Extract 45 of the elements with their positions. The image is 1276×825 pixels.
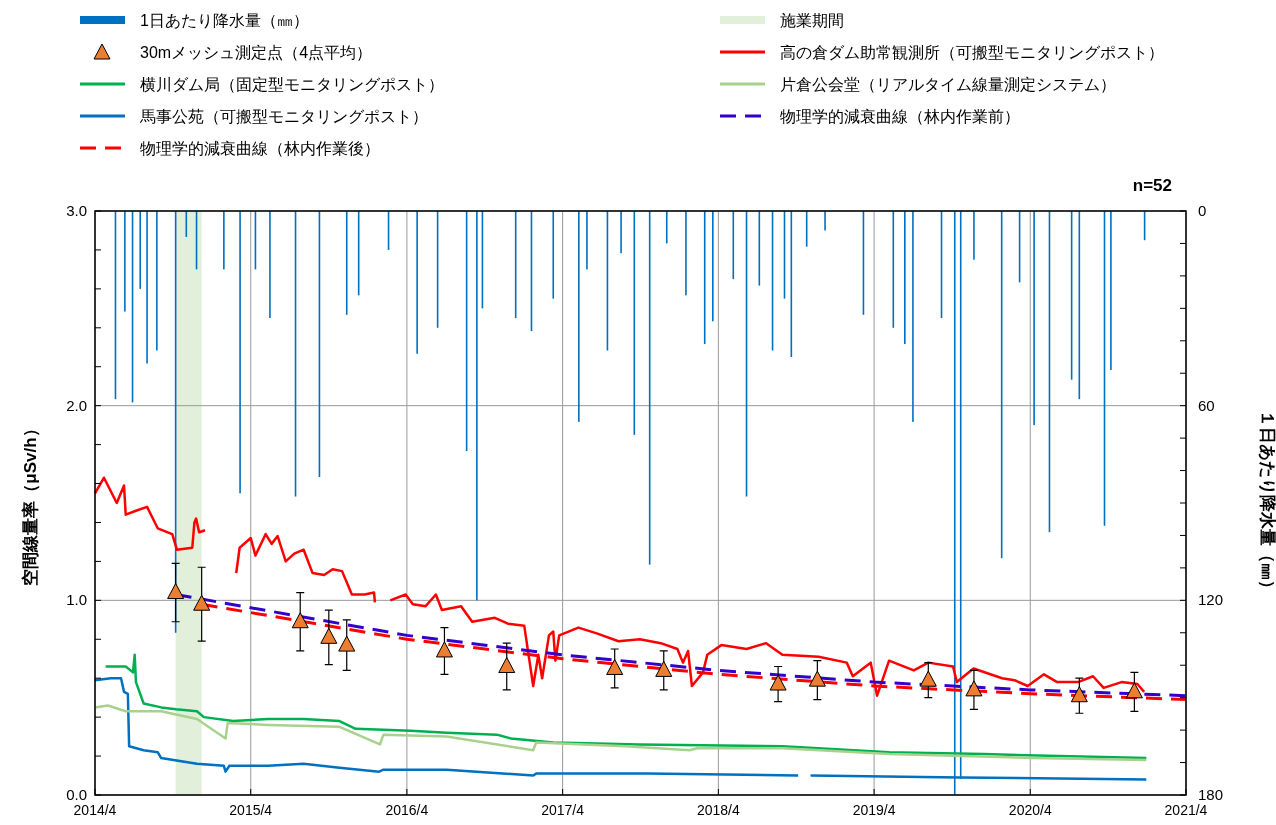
- legend-label: 馬事公苑（可搬型モニタリングポスト）: [139, 108, 428, 125]
- legend-label: 30mメッシュ測定点（4点平均）: [140, 44, 373, 61]
- y2-tick-label: 0: [1198, 202, 1207, 219]
- point: [320, 627, 338, 644]
- legend-label: 1日あたり降水量（㎜）: [140, 12, 309, 29]
- line-series: [104, 653, 1148, 760]
- legend-label: 片倉公会堂（リアルタイム線量測定システム）: [780, 76, 1116, 93]
- legend-label: 物理学的減衰曲線（林内作業前）: [780, 108, 1020, 125]
- text: n=52: [1132, 176, 1172, 195]
- point: [655, 660, 673, 677]
- y-tick-label: 0.0: [66, 786, 87, 803]
- x-tick-label: 2014/4: [73, 802, 117, 818]
- point: [965, 680, 983, 697]
- point: [167, 583, 185, 600]
- x-tick-label: 2015/4: [229, 802, 273, 818]
- y2-tick-label: 120: [1198, 591, 1224, 609]
- point: [1125, 682, 1143, 699]
- y2-tick-label: 180: [1198, 786, 1224, 803]
- y-tick-label: 1.0: [66, 591, 87, 609]
- point: [435, 641, 453, 658]
- y2-tick-label: 60: [1198, 396, 1215, 414]
- y-axis-title: 空間線量率（μSv/h）: [21, 420, 40, 586]
- y-tick-label: 2.0: [66, 396, 87, 414]
- legend-label: 物理学的減衰曲線（林内作業後）: [140, 140, 380, 157]
- x-tick-label: 2020/4: [1008, 802, 1052, 818]
- x-tick-label: 2017/4: [541, 802, 585, 818]
- x-tick-label: 2021/4: [1164, 802, 1208, 818]
- point: [808, 670, 826, 687]
- x-tick-label: 2019/4: [852, 802, 896, 818]
- line-series: [93, 704, 1148, 762]
- legend-label: 横川ダム局（固定型モニタリングポスト）: [140, 76, 444, 93]
- point: [769, 674, 787, 691]
- legend-label: 高の倉ダム助常観測所（可搬型モニタリングポスト）: [780, 44, 1164, 61]
- y-tick-label: 3.0: [66, 202, 87, 219]
- x-tick-label: 2016/4: [385, 802, 429, 818]
- point: [919, 670, 937, 687]
- point: [606, 658, 624, 675]
- x-tick-label: 2018/4: [696, 802, 740, 818]
- point: [498, 657, 516, 674]
- legend-label: 施業期間: [780, 12, 844, 29]
- point: [291, 612, 309, 629]
- point: [193, 594, 211, 611]
- point: [338, 635, 356, 652]
- y2-axis-title: １日あたり降水量（㎜）: [1258, 409, 1276, 597]
- point: [1070, 686, 1088, 703]
